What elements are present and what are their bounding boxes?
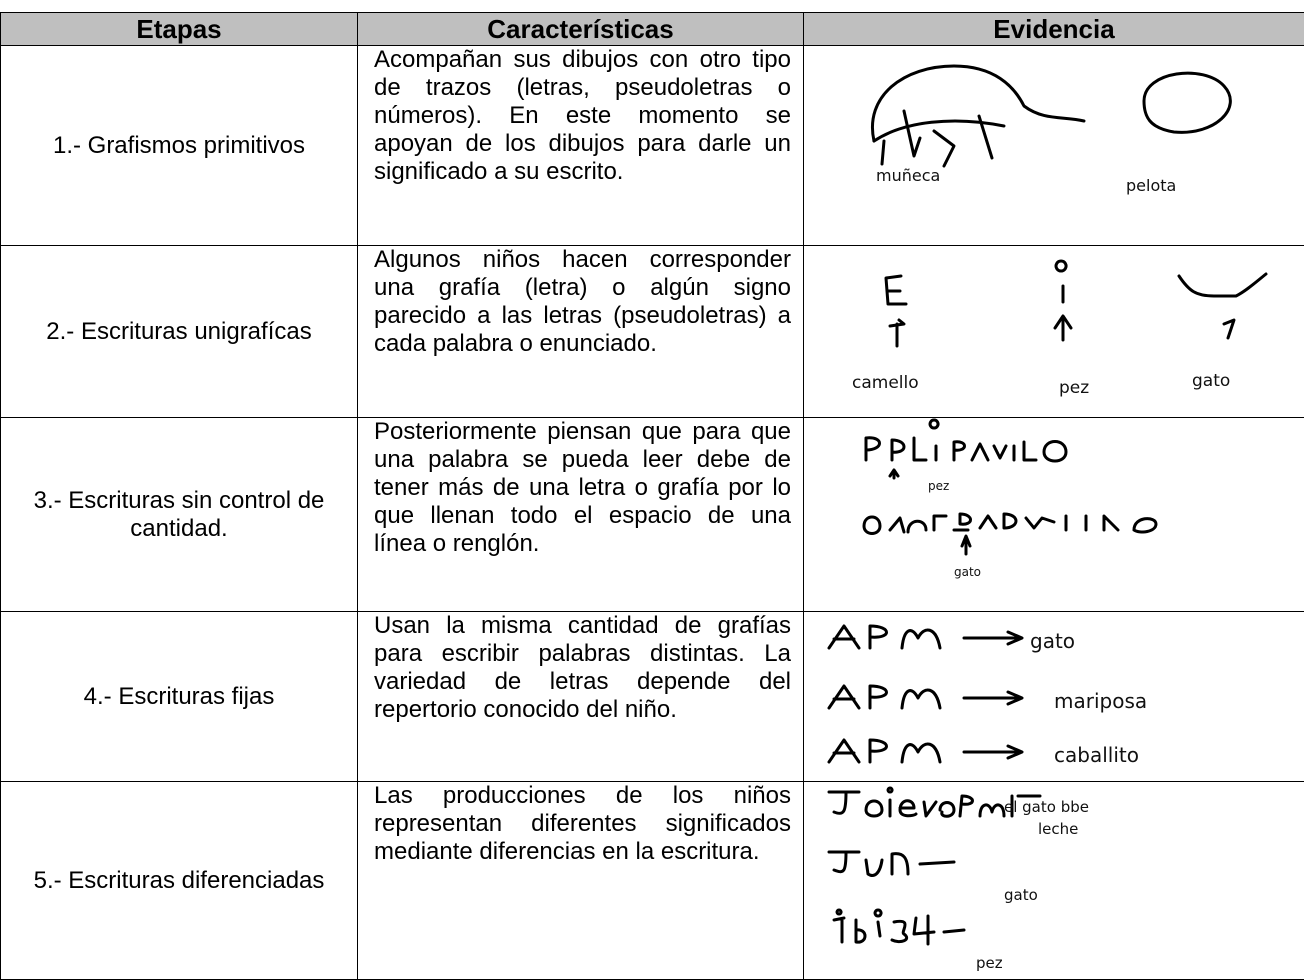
evidence-label: caballito xyxy=(1054,743,1139,767)
table-row: 5.- Escrituras diferenciadas Las producci… xyxy=(0,781,1304,980)
evidence-label: gato xyxy=(1030,629,1075,653)
handwriting xyxy=(952,512,1018,532)
handwriting xyxy=(1054,259,1068,273)
stage-cell: 4.- Escrituras fijas xyxy=(0,611,358,782)
evidence-label: mariposa xyxy=(1054,689,1147,713)
handwriting xyxy=(902,109,922,158)
handwriting xyxy=(827,624,1024,650)
handwriting xyxy=(888,318,906,348)
handwriting xyxy=(1222,318,1236,340)
document: Etapas Características Evidencia 1.- Grafi… xyxy=(0,12,1304,980)
description-cell: Usan la misma cantidad de grafías para e… xyxy=(357,611,804,782)
handwriting xyxy=(827,786,918,818)
handwriting xyxy=(827,684,1024,710)
evidence-label: pez xyxy=(976,954,1003,972)
evidence-label: pelota xyxy=(1126,176,1176,195)
stages-table: Etapas Características Evidencia 1.- Grafi… xyxy=(0,12,1304,980)
evidence-drawing: el gato bbe leche gato pez xyxy=(827,786,1089,972)
handwriting xyxy=(827,738,1024,764)
table-body: 1.- Grafismos primitivos Acompañan sus di… xyxy=(0,45,1304,980)
evidence-cell: camello pez gato xyxy=(803,245,1304,418)
handwriting xyxy=(827,850,956,877)
handwriting xyxy=(888,468,900,480)
evidence-label: gato xyxy=(1004,886,1038,904)
handwriting xyxy=(1142,71,1232,134)
stage-cell: 2.- Escrituras unigrafícas xyxy=(0,245,358,418)
evidence-label: leche xyxy=(1038,820,1078,838)
handwriting xyxy=(912,418,940,462)
column-header: Etapas xyxy=(0,12,358,46)
description-cell: Acompañan sus dibujos con otro tipo de t… xyxy=(357,45,804,246)
description-cell: Algunos niños hacen corresponder una gra… xyxy=(357,245,804,418)
stage-cell: 1.- Grafismos primitivos xyxy=(0,45,358,246)
handwriting xyxy=(952,440,1068,463)
handwriting xyxy=(871,64,1086,143)
table-row: 4.- Escrituras fijas Usan la misma cantid… xyxy=(0,611,1304,782)
evidence-label: pez xyxy=(1059,378,1089,398)
evidence-cell: pez gato xyxy=(803,417,1304,612)
evidence-cell: muñeca pelota xyxy=(803,45,1304,246)
evidence-cell: el gato bbe leche gato pez xyxy=(803,781,1304,980)
handwriting xyxy=(922,794,1042,818)
evidence-drawing: muñeca pelota xyxy=(871,64,1232,195)
evidence-label: muñeca xyxy=(876,166,940,185)
handwriting xyxy=(977,114,994,160)
evidence-drawing: pez gato xyxy=(862,418,1158,579)
handwriting xyxy=(864,436,906,462)
header-row: Etapas Características Evidencia xyxy=(0,12,1304,46)
evidence-drawing: gato mariposa caballito xyxy=(827,624,1147,767)
handwriting xyxy=(1177,272,1268,298)
evidence-label: camello xyxy=(852,373,919,393)
table-row: 2.- Escrituras unigrafícas Algunos niños … xyxy=(0,245,1304,418)
description-cell: Posteriormente piensan que para que una … xyxy=(357,417,804,612)
column-header: Características xyxy=(357,12,804,46)
evidence-cell: gato mariposa caballito xyxy=(803,611,1304,782)
evidence-label: gato xyxy=(1192,371,1230,391)
evidence-drawing: camello pez gato xyxy=(852,259,1268,398)
handwriting xyxy=(960,534,972,556)
handwriting xyxy=(1024,514,1158,534)
handwriting xyxy=(884,274,908,306)
table-row: 3.- Escrituras sin control de cantidad. P… xyxy=(0,417,1304,612)
evidence-label: pez xyxy=(928,479,949,493)
stage-cell: 3.- Escrituras sin control de cantidad. xyxy=(0,417,358,612)
column-header: Evidencia xyxy=(803,12,1304,46)
handwriting xyxy=(872,119,1006,143)
handwriting xyxy=(1053,314,1073,342)
table-row: 1.- Grafismos primitivos Acompañan sus di… xyxy=(0,45,1304,246)
handwriting xyxy=(832,908,966,946)
handwriting xyxy=(862,514,948,535)
description-cell: Las producciones de los niños representa… xyxy=(357,781,804,980)
stage-cell: 5.- Escrituras diferenciadas xyxy=(0,781,358,980)
handwriting xyxy=(880,139,886,166)
evidence-label: gato xyxy=(954,565,981,579)
evidence-label: el gato bbe xyxy=(1004,798,1089,816)
handwriting xyxy=(932,129,956,168)
